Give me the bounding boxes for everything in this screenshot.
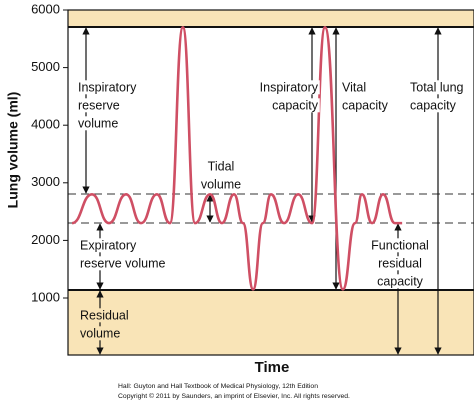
annotation: capacity — [410, 98, 457, 112]
label-bg — [77, 80, 139, 95]
label-bg — [79, 308, 130, 323]
annotation: Total lung — [410, 80, 464, 94]
band — [68, 290, 474, 355]
annotation: Vital — [342, 80, 366, 94]
label-bg — [77, 98, 121, 113]
annotation: Inspiratory — [78, 80, 137, 94]
label-bg — [79, 256, 167, 271]
annotation: Inspiratory — [260, 80, 319, 94]
label-bg — [199, 177, 243, 192]
label-bg — [258, 80, 320, 95]
annotation: reserve volume — [80, 256, 165, 270]
annotation: capacity — [342, 98, 389, 112]
annotation: Functional — [371, 238, 429, 252]
band — [68, 10, 474, 27]
annotation: volume — [201, 177, 241, 191]
annotation: volume — [78, 116, 118, 130]
y-axis-label: Lung volume (ml) — [5, 92, 21, 209]
caption: Copyright © 2011 by Saunders, an imprint… — [118, 392, 350, 400]
label-bg — [77, 116, 120, 131]
y-tick-label: 4000 — [31, 117, 60, 132]
annotation: reserve — [78, 98, 120, 112]
label-bg — [376, 274, 425, 289]
label-bg — [206, 159, 236, 174]
annotation: volume — [80, 326, 120, 340]
label-bg — [271, 98, 320, 113]
label-bg — [79, 326, 122, 341]
label-bg — [79, 238, 139, 253]
label-bg — [341, 98, 390, 113]
y-tick-label: 2000 — [31, 232, 60, 247]
annotation: residual — [378, 256, 422, 270]
annotation: Residual — [80, 308, 129, 322]
label-bg — [377, 256, 423, 271]
trace — [71, 25, 403, 291]
x-axis-label: Time — [255, 359, 290, 376]
label-bg — [370, 238, 430, 253]
annotation: capacity — [272, 98, 319, 112]
caption: Hall: Guyton and Hall Textbook of Medica… — [118, 383, 318, 390]
label-bg — [409, 80, 465, 95]
annotation: capacity — [377, 274, 424, 288]
label-bg — [341, 80, 368, 95]
y-tick-label: 1000 — [31, 289, 60, 304]
y-tick-label: 5000 — [31, 59, 60, 74]
y-tick-label: 3000 — [31, 174, 60, 189]
annotation: Tidal — [208, 159, 235, 173]
y-tick-label: 6000 — [31, 1, 60, 16]
label-bg — [409, 98, 458, 113]
annotation: Expiratory — [80, 238, 137, 252]
